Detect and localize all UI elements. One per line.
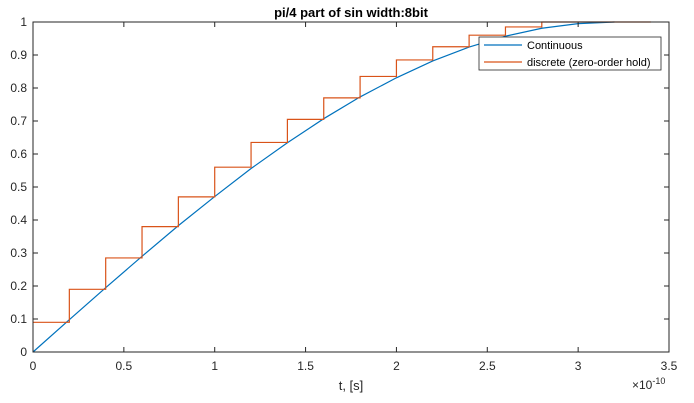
series-line-discrete [33,21,651,323]
x-tick-label: 3.5 [661,359,678,373]
x-tick-label: 0 [30,359,37,373]
series-layer [32,21,651,353]
chart-title: pi/4 part of sin width:8bit [274,5,429,20]
x-tick-label: 2.5 [479,359,496,373]
y-tick-label: 0.9 [10,48,27,62]
y-tick-label: 0.2 [10,279,27,293]
x-tick-label: 3 [575,359,582,373]
plot-area [33,22,669,352]
x-axis-exponent: ×10-10 [632,376,665,392]
legend-label-discrete: discrete (zero-order hold) [527,57,651,69]
legend-box [478,36,662,71]
x-axis-label: t, [s] [339,378,364,393]
y-tick-label: 0.7 [10,114,27,128]
y-tick-label: 0.3 [10,246,27,260]
x-tick-label: 0.5 [116,359,133,373]
legend-label-continuous: Continuous [527,40,583,52]
y-tick-label: 0.1 [10,312,27,326]
x-exponent-power: -10 [652,376,665,386]
plot-frame [32,21,670,353]
y-tick-label: 0 [20,345,27,359]
x-exponent-base: ×10 [632,378,653,392]
y-tick-label: 0.6 [10,147,27,161]
x-tick-label: 1 [211,359,218,373]
x-tick-label: 1.5 [297,359,314,373]
y-tick-label: 1 [20,15,27,29]
y-tick-label: 0.4 [10,213,27,227]
legend: Continuous discrete (zero-order hold) [478,36,662,71]
y-tick-label: 0.5 [10,180,27,194]
x-tick-label: 2 [393,359,400,373]
y-tick-label: 0.8 [10,81,27,95]
